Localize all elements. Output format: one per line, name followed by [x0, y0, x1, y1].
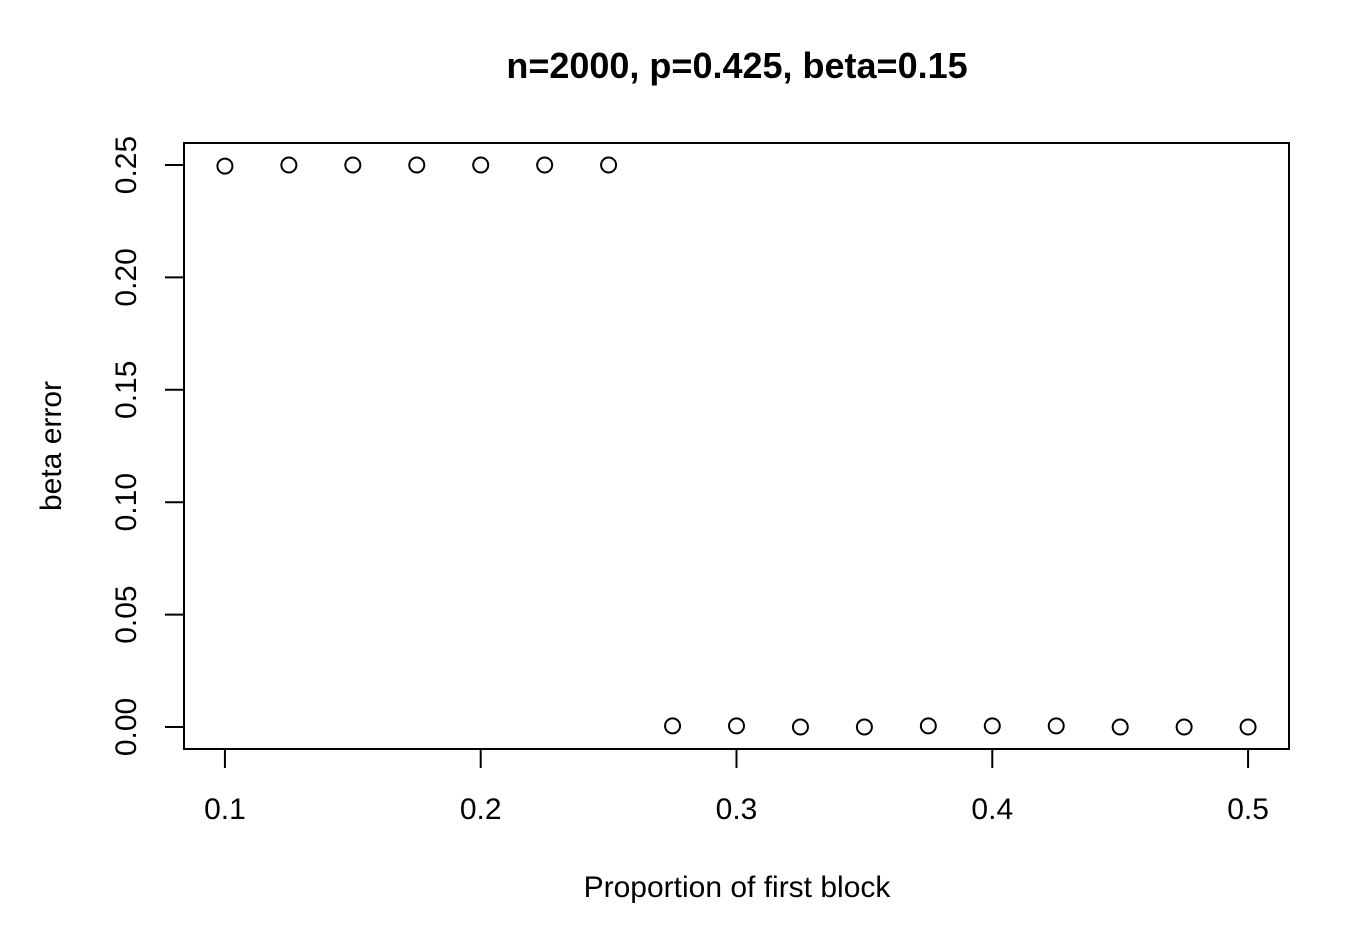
- x-tick-label: 0.3: [716, 793, 758, 826]
- data-point: [919, 717, 937, 735]
- y-axis: 0.00 0.05 0.10 0.15 0.20 0.25: [110, 136, 185, 756]
- chart-title: n=2000, p=0.425, beta=0.15: [506, 45, 967, 86]
- y-tick-label: 0.15: [110, 361, 143, 419]
- data-point: [791, 718, 809, 736]
- y-axis-label: beta error: [35, 381, 68, 511]
- data-point: [1111, 718, 1129, 736]
- data-point: [1239, 718, 1257, 736]
- x-axis: 0.1 0.2 0.3 0.4 0.5: [204, 748, 1269, 826]
- y-tick-label: 0.10: [110, 473, 143, 531]
- data-point: [1047, 717, 1065, 735]
- y-tick-label: 0.00: [110, 698, 143, 756]
- x-axis-label: Proportion of first block: [584, 871, 892, 904]
- data-point: [472, 156, 490, 174]
- data-points: [216, 156, 1257, 736]
- data-point: [280, 156, 298, 174]
- data-point: [664, 717, 682, 735]
- data-point: [344, 156, 362, 174]
- data-point: [408, 156, 426, 174]
- x-tick-label: 0.1: [204, 793, 246, 826]
- data-point: [600, 156, 618, 174]
- data-point: [855, 718, 873, 736]
- data-point: [983, 717, 1001, 735]
- x-tick-label: 0.5: [1227, 793, 1269, 826]
- data-point: [536, 156, 554, 174]
- data-point: [1175, 718, 1193, 736]
- y-tick-label: 0.05: [110, 585, 143, 643]
- y-tick-label: 0.25: [110, 136, 143, 194]
- data-point: [216, 157, 234, 175]
- x-tick-label: 0.4: [971, 793, 1013, 826]
- x-tick-label: 0.2: [460, 793, 502, 826]
- plot-frame: [183, 142, 1290, 750]
- y-tick-label: 0.20: [110, 248, 143, 306]
- data-point: [728, 717, 745, 735]
